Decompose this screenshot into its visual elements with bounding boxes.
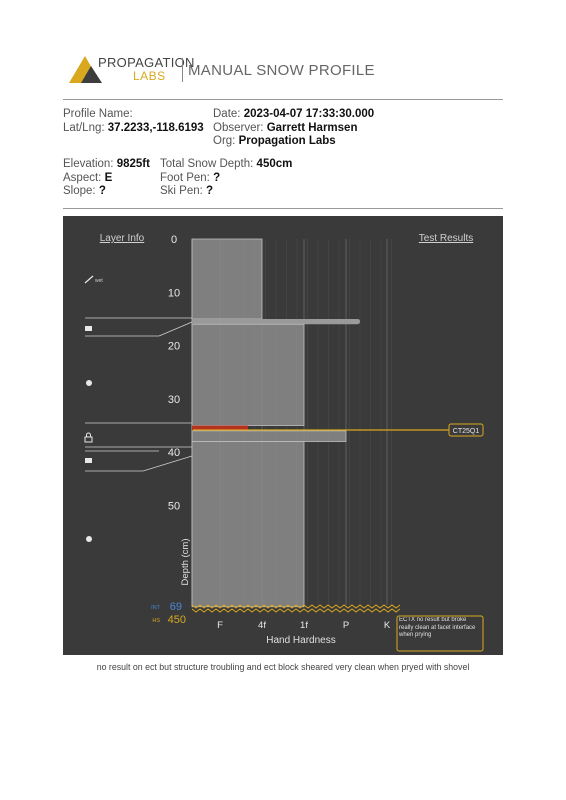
profile-comment: no result on ect but structure troubling…	[96, 662, 470, 672]
slope-row: Slope: ?	[63, 185, 106, 197]
date-label: Date:	[213, 108, 241, 120]
faceted-grain-icon	[84, 432, 93, 443]
layer-leader-line	[142, 455, 193, 472]
depth-tick-label: 30	[168, 394, 180, 406]
total-depth-value: 450cm	[256, 158, 293, 170]
rounded-grain-icon-lower	[86, 536, 92, 542]
latlng-row: Lat/Lng: 37.2233,-118.6193	[63, 122, 204, 134]
org-label: Org:	[213, 135, 236, 147]
foot-pen-label: Foot Pen:	[160, 172, 210, 184]
latlng-value: 37.2233,-118.6193	[107, 122, 204, 134]
snow-profile-svg: Layer Info Test Results 0 10 20 30 40 50 F 4f 1f…	[84, 233, 484, 652]
foot-pen-row: Foot Pen: ?	[160, 172, 220, 184]
depth-tick-label: 40	[168, 447, 180, 459]
int-label: INT	[151, 605, 161, 611]
aspect-value: E	[104, 172, 113, 184]
document-title: MANUAL SNOW PROFILE	[188, 62, 375, 79]
test-note-text: ECTX no result but broke really clean at…	[399, 617, 476, 639]
profile-break-zigzag	[191, 604, 401, 609]
logo-text-propagation: PROPAGATION	[98, 55, 195, 70]
test-results-label: Test Results	[419, 233, 473, 244]
elevation-value: 9825ft	[116, 158, 150, 170]
crust-layer-bar	[192, 318, 360, 325]
snow-profile-chart: Layer Info Test Results 0 10 20 30 40 50 F 4f 1f…	[63, 216, 503, 655]
wet-label: wet	[95, 278, 103, 284]
crust-icon	[85, 458, 92, 463]
profile-break-zigzag-lower	[191, 608, 401, 613]
test-result-tag-text: CT25Q1	[453, 428, 480, 435]
foot-pen-value: ?	[213, 172, 221, 184]
test-result-tag	[448, 423, 484, 437]
hardness-tick-label: P	[343, 620, 349, 631]
depth-tick-label: 0	[171, 234, 177, 246]
hardness-axis-label: Hand Hardness	[266, 635, 335, 646]
depth-tick-label: 20	[168, 341, 180, 353]
org-row: Org: Propagation Labs	[213, 135, 336, 147]
hardness-tick-label: K	[384, 620, 391, 631]
melt-freeze-crust-icon	[85, 326, 92, 331]
ski-pen-label: Ski Pen:	[160, 185, 203, 197]
metadata-rule	[63, 208, 503, 209]
propagation-labs-logo-icon	[69, 56, 102, 83]
latlng-label: Lat/Lng:	[63, 122, 105, 134]
depth-tick-label: 50	[168, 501, 180, 513]
snow-layer-4	[191, 430, 347, 442]
ski-pen-row: Ski Pen: ?	[160, 185, 213, 197]
test-note-box	[396, 615, 484, 652]
layer-info-label: Layer Info	[100, 233, 145, 244]
depth-tick-label: 10	[168, 287, 180, 299]
logo-divider	[182, 58, 183, 82]
observer-label: Observer:	[213, 122, 264, 134]
wet-grain-symbol: wet	[84, 275, 103, 284]
axis-ticks: 0 10 20 30 40 50 F 4f 1f P K	[168, 234, 391, 631]
elevation-row: Elevation: 9825ft	[63, 158, 150, 170]
header-rule	[63, 99, 503, 100]
observer-value: Garrett Harmsen	[266, 122, 358, 134]
aspect-row: Aspect: E	[63, 172, 112, 184]
slope-value: ?	[98, 185, 106, 197]
hs-label: HS	[152, 618, 160, 624]
aspect-label: Aspect:	[63, 172, 102, 184]
profile-name-label: Profile Name:	[63, 108, 133, 120]
hs-value: 450	[168, 614, 186, 626]
ski-pen-value: ?	[206, 185, 214, 197]
observer-row: Observer: Garrett Harmsen	[213, 122, 357, 134]
total-depth-row: Total Snow Depth: 450cm	[160, 158, 292, 170]
elevation-label: Elevation:	[63, 158, 114, 170]
test-note-container: ECTX no result but broke really clean at…	[399, 617, 476, 639]
org-value: Propagation Labs	[238, 135, 336, 147]
weak-layer-bar	[192, 425, 248, 431]
hardness-tick-label: 4f	[258, 620, 266, 631]
layer-leader-line	[158, 321, 193, 337]
int-value: 69	[170, 601, 182, 613]
snow-layer-2	[191, 323, 305, 426]
snow-layer-0	[191, 238, 263, 320]
logo-text-labs: LABS	[133, 69, 166, 83]
date-value: 2023-04-07 17:33:30.000	[243, 108, 375, 120]
total-depth-label: Total Snow Depth:	[160, 158, 254, 170]
snow-layer-5	[191, 441, 305, 608]
rounded-grain-icon	[86, 380, 92, 386]
date-row: Date: 2023-04-07 17:33:30.000	[213, 108, 374, 120]
hardness-tick-label: 1f	[300, 620, 308, 631]
snow-layers	[85, 238, 360, 608]
profile-name-row: Profile Name:	[63, 108, 133, 120]
hardness-tick-label: F	[217, 620, 223, 631]
depth-axis-label: Depth (cm)	[180, 539, 191, 586]
slope-label: Slope:	[63, 185, 96, 197]
